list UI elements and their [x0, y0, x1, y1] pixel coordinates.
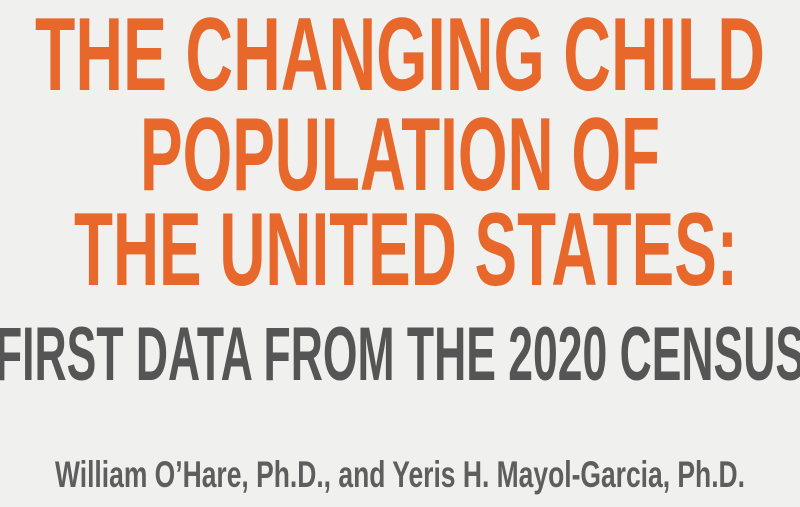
subtitle: FIRST DATA FROM THE 2020 CENSUS: [0, 312, 800, 397]
title-line: THE UNITED STATES:: [74, 192, 738, 308]
title-line: THE CHANGING CHILD: [35, 0, 765, 113]
authors: William O’Hare, Ph.D., and Yeris H. Mayo…: [55, 454, 745, 495]
title-line: POPULATION OF: [140, 97, 660, 213]
